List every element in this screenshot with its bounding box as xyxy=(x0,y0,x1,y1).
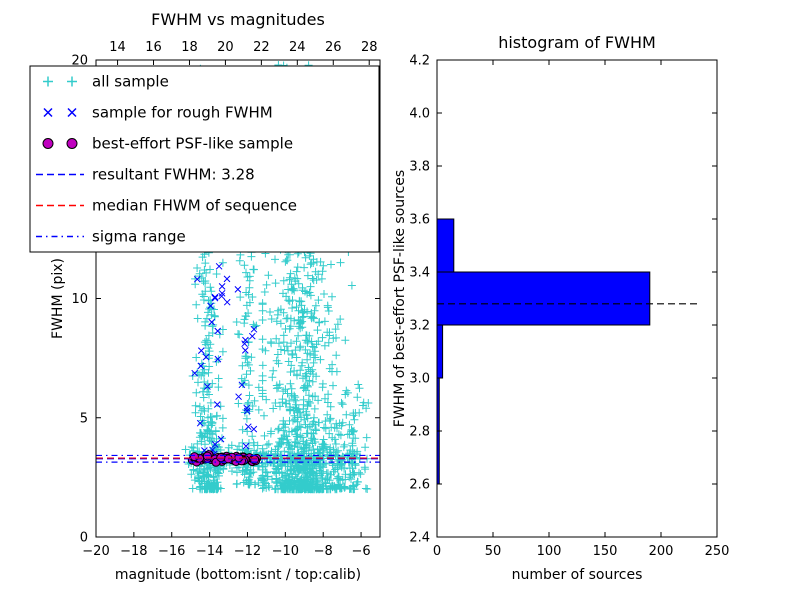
svg-text:3.4: 3.4 xyxy=(409,266,430,281)
svg-text:250: 250 xyxy=(705,544,730,559)
svg-text:16: 16 xyxy=(145,40,162,55)
svg-text:−10: −10 xyxy=(272,544,299,559)
svg-text:−16: −16 xyxy=(158,544,185,559)
svg-text:0: 0 xyxy=(433,544,441,559)
legend-entry: sample for rough FWHM xyxy=(43,104,273,122)
svg-text:2.4: 2.4 xyxy=(409,531,430,546)
svg-text:−6: −6 xyxy=(351,544,370,559)
svg-text:2.8: 2.8 xyxy=(409,425,430,440)
svg-text:4.0: 4.0 xyxy=(409,107,430,122)
histogram-bar xyxy=(437,324,444,379)
legend-entry: sigma range xyxy=(36,228,186,246)
right-plot-frame xyxy=(436,59,718,538)
legend-entry: median FHWM of sequence xyxy=(36,197,297,215)
svg-text:3.2: 3.2 xyxy=(409,319,430,334)
right-plot-axes: 0 50 100 150 200 250 2.4 2.6 2.8 3.0 3.2 3.4 3.6 3.8 4… xyxy=(392,33,729,583)
left-plot-xlabel: magnitude (bottom:isnt / top:calib) xyxy=(115,567,361,583)
svg-text:4.2: 4.2 xyxy=(409,54,430,69)
left-plot-axes: −20 −18 −16 −14 −12 −10 −8 −6 14 16 18 20 22 24 26 28 0 5… xyxy=(50,10,381,583)
svg-text:−8: −8 xyxy=(314,544,333,559)
histogram-bar xyxy=(437,218,455,273)
svg-text:200: 200 xyxy=(649,544,674,559)
svg-text:14: 14 xyxy=(109,40,126,55)
legend-label: sigma range xyxy=(92,228,186,246)
right-plot-histogram-of-fwhm: 0 50 100 150 200 250 2.4 2.6 2.8 3.0 3.2 3.4 3.6 3.8 4… xyxy=(392,33,729,583)
svg-text:0: 0 xyxy=(80,531,88,546)
left-plot-ylabel: FWHM (pix) xyxy=(50,258,66,339)
svg-text:50: 50 xyxy=(485,544,502,559)
svg-text:3.6: 3.6 xyxy=(409,213,430,228)
legend-box xyxy=(29,65,380,253)
svg-text:22: 22 xyxy=(253,40,270,55)
svg-text:−18: −18 xyxy=(120,544,147,559)
svg-text:28: 28 xyxy=(361,40,378,55)
svg-text:5: 5 xyxy=(80,411,88,426)
reference-lines xyxy=(96,454,380,463)
right-plot-xlabel: number of sources xyxy=(512,567,643,583)
psf-sample-point xyxy=(189,452,199,462)
right-plot-title: histogram of FWHM xyxy=(498,33,656,52)
svg-text:150: 150 xyxy=(593,544,618,559)
histogram-bar xyxy=(437,271,651,326)
svg-text:26: 26 xyxy=(325,40,342,55)
scatter-series-x xyxy=(191,262,258,463)
legend-label: sample for rough FWHM xyxy=(92,104,273,122)
legend-entry: all sample xyxy=(43,73,169,91)
scatter-points-x xyxy=(191,262,258,463)
svg-text:−12: −12 xyxy=(234,544,261,559)
legend-entry: best-effort PSF-like sample xyxy=(42,135,293,153)
left-plot-content xyxy=(96,61,380,494)
svg-text:−20: −20 xyxy=(82,544,109,559)
legend-label: resultant FWHM: 3.28 xyxy=(92,166,255,184)
svg-text:100: 100 xyxy=(537,544,562,559)
svg-text:10: 10 xyxy=(71,292,88,307)
svg-text:18: 18 xyxy=(181,40,198,55)
svg-text:24: 24 xyxy=(289,40,306,55)
svg-text:−14: −14 xyxy=(196,544,223,559)
svg-text:3.0: 3.0 xyxy=(409,372,430,387)
right-plot-ylabel: FWHM of best-effort PSF-like sources xyxy=(392,170,408,427)
svg-text:20: 20 xyxy=(217,40,234,55)
legend: all sample sample for rough FWHM best-effo… xyxy=(29,65,380,253)
left-plot-fwhm-vs-magnitudes: −20 −18 −16 −14 −12 −10 −8 −6 14 16 18 20 22 24 26 28 0 5… xyxy=(50,10,381,583)
legend-label: all sample xyxy=(92,73,169,91)
svg-text:20: 20 xyxy=(71,54,88,69)
legend-label: best-effort PSF-like sample xyxy=(92,135,293,153)
legend-entry: resultant FWHM: 3.28 xyxy=(36,166,255,184)
svg-text:3.8: 3.8 xyxy=(409,160,430,175)
svg-text:2.6: 2.6 xyxy=(409,478,430,493)
legend-label: median FHWM of sequence xyxy=(92,197,297,215)
histogram-bars xyxy=(437,218,701,485)
left-plot-title: FWHM vs magnitudes xyxy=(151,10,325,29)
